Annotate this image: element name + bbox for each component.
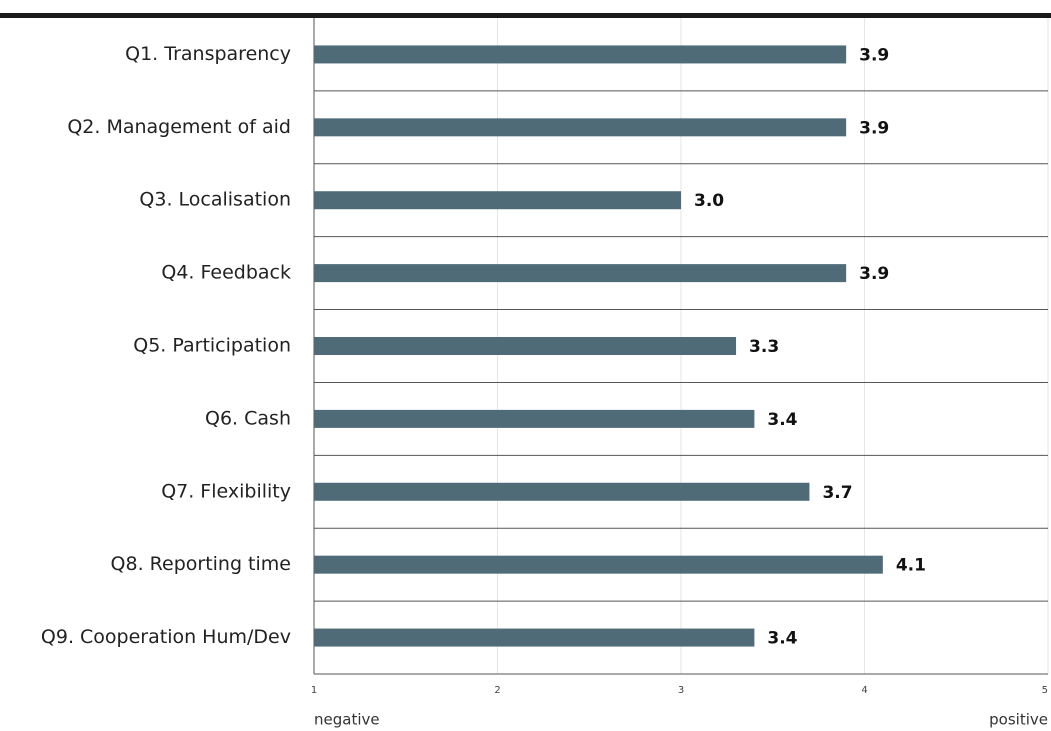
value-label: 3.9 xyxy=(859,45,889,65)
x-tick-label: 3 xyxy=(678,685,684,696)
value-label: 3.9 xyxy=(859,118,889,138)
value-label: 3.9 xyxy=(859,264,889,284)
bar xyxy=(314,264,847,283)
bar xyxy=(314,555,883,574)
top-rule xyxy=(0,13,1051,18)
value-label: 3.3 xyxy=(749,337,779,357)
category-label: Q8. Reporting time xyxy=(111,553,291,575)
bar xyxy=(314,45,847,64)
bar xyxy=(314,337,737,355)
x-tick-label: 1 xyxy=(311,685,317,696)
category-label: Q3. Localisation xyxy=(139,189,291,211)
value-label: 3.4 xyxy=(767,410,797,430)
x-tick-label: 5 xyxy=(1042,685,1048,696)
x-axis-label-right: positive xyxy=(989,711,1048,729)
x-axis-label-left: negative xyxy=(314,711,380,729)
category-label: Q9. Cooperation Hum/Dev xyxy=(41,626,291,648)
category-label: Q4. Feedback xyxy=(161,262,291,284)
value-label: 3.0 xyxy=(694,191,724,211)
bar xyxy=(314,191,681,210)
category-label: Q2. Management of aid xyxy=(67,116,291,138)
value-label: 4.1 xyxy=(896,556,926,576)
bar xyxy=(314,482,810,501)
category-label: Q6. Cash xyxy=(205,407,291,429)
category-label: Q1. Transparency xyxy=(125,43,291,65)
category-label: Q7. Flexibility xyxy=(161,480,291,502)
bar xyxy=(314,118,847,137)
x-tick-label: 2 xyxy=(494,685,500,696)
category-label: Q5. Participation xyxy=(133,335,291,357)
bar xyxy=(314,628,755,647)
value-label: 3.4 xyxy=(767,629,797,649)
value-label: 3.7 xyxy=(822,483,852,503)
x-tick-label: 4 xyxy=(861,685,867,696)
bar xyxy=(314,409,755,428)
